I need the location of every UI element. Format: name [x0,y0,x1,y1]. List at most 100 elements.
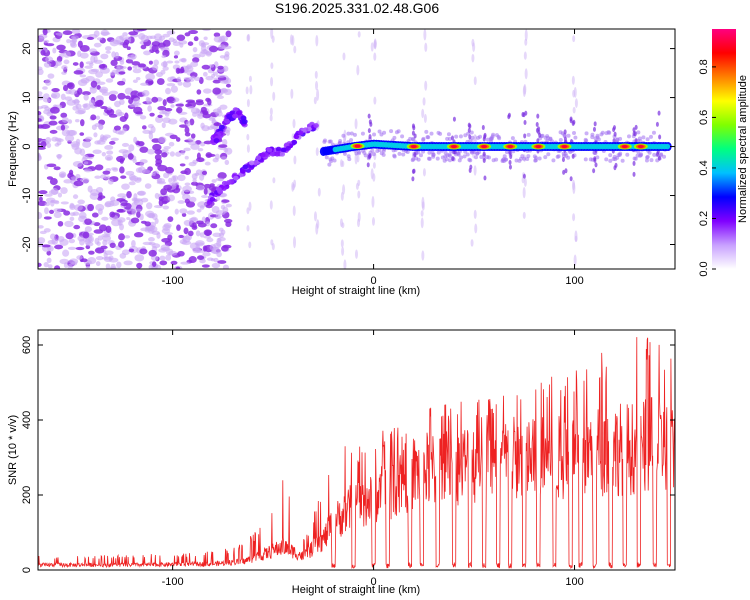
snr-y-label: SNR (10 * v/v) [7,415,19,485]
spike-mark [569,118,573,124]
noise-blob [136,210,141,218]
noise-blob [196,184,205,191]
noise-blob [40,49,46,56]
noise-blob [197,201,207,208]
spike-mark [451,156,455,162]
noise-blob [107,179,114,185]
noise-blob [70,141,81,148]
stripe-blob [316,88,320,101]
noise-blob [50,93,58,99]
noise-blob [209,45,218,53]
noise-blob [82,140,92,148]
noise-blob [54,244,64,250]
noise-blob [117,217,126,223]
noise-blob [118,149,129,154]
noise-blob [162,99,167,107]
noise-blob [62,30,73,36]
spike-mark [593,121,597,127]
noise-blob [222,264,230,269]
noise-blob [82,231,90,239]
stripe-blob [293,155,297,165]
spike-mark [522,173,526,179]
spike-mark [571,153,575,159]
spike-mark [612,138,616,144]
noise-blob [155,264,162,269]
noise-blob [148,132,154,140]
noise-blob [184,167,191,176]
carrier-spread-mark [651,130,656,135]
carrier-spread-mark [556,154,561,159]
noise-blob [167,216,174,222]
noise-blob [116,261,122,269]
spike-mark [632,127,636,133]
noise-blob [196,255,205,260]
noise-blob [134,254,145,262]
spike-mark [508,164,512,170]
noise-blob [136,191,145,196]
stripe-blob [371,217,375,226]
noise-blob [69,216,75,222]
noise-blob [218,44,226,50]
peak-center [481,144,488,149]
carrier-spread-mark [440,155,445,160]
noise-blob [192,53,201,59]
noise-blob [67,246,77,251]
spike-mark [368,134,372,140]
noise-blob [46,163,57,168]
noise-blob [38,237,46,244]
noise-blob [150,126,156,134]
noise-blob [187,41,194,46]
noise-blob [189,118,195,126]
spectrogram-frame [37,28,676,270]
carrier-spread-mark [436,150,441,155]
carrier-spread-mark [349,131,354,136]
stripe-blob [292,183,296,191]
noise-blob [184,182,191,186]
noise-blob [127,54,136,60]
noise-blob [183,147,191,152]
noise-blob [167,194,175,202]
noise-blob [107,106,112,111]
stripe-blob [341,246,345,256]
noise-blob [174,60,180,64]
noise-blob [219,104,228,110]
noise-blob [95,71,103,78]
noise-blob [130,217,140,224]
noise-blob [211,179,217,183]
noise-blob [168,250,178,256]
noise-blob [169,134,178,140]
colorbar-tick-label: 0.8 [698,59,710,74]
noise-blob [163,223,172,229]
lower-branch-mark [239,168,246,174]
carrier-spread-mark [618,151,623,156]
noise-blob [201,216,206,223]
noise-blob [84,218,92,225]
stripe-blob [269,107,273,116]
spike-mark [468,134,472,140]
noise-blob [64,96,73,101]
noise-blob [95,203,105,212]
spike-mark [507,114,511,120]
spike-mark [562,169,566,175]
stripe-blob [574,98,578,108]
noise-blob [118,233,125,241]
noise-blob [110,59,118,66]
noise-blob [135,111,144,115]
lower-branch-mark [285,146,291,151]
noise-blob [83,168,93,173]
carrier-spread-mark [645,137,650,142]
stripe-blob [246,144,250,153]
stripe-blob [523,177,527,187]
noise-blob [49,233,56,240]
noise-blob [169,151,175,157]
noise-blob [59,173,65,178]
carrier-spread-mark [604,157,609,162]
noise-blob [199,232,205,238]
stripe-blob [313,96,317,105]
noise-blob [130,90,140,98]
colorbar-label: Normalized spectral amplitude [737,75,749,223]
noise-blob [162,66,169,71]
carrier-spread-mark [418,153,423,158]
noise-blob [179,239,188,245]
